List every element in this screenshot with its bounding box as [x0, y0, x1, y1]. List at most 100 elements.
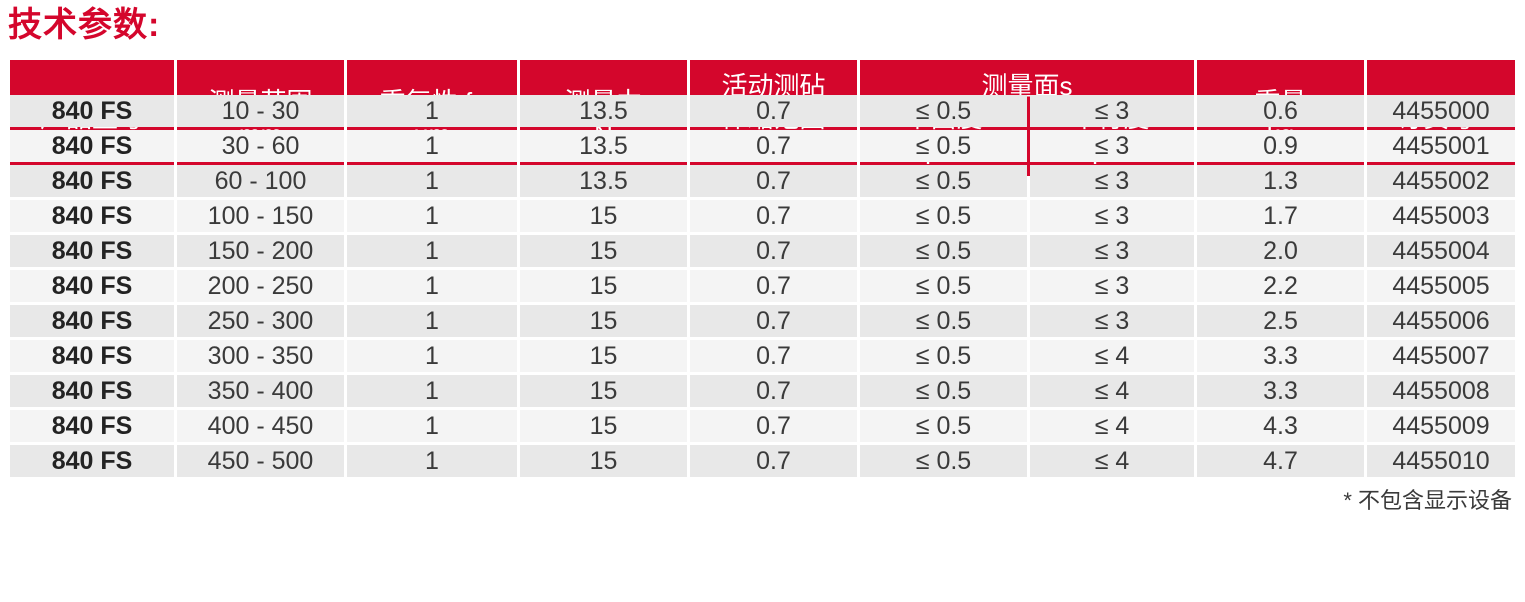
cell-measuring-force: 15 — [520, 445, 687, 477]
cell-flatness: ≤ 0.5 — [860, 340, 1027, 372]
cell-order-number: 4455001 — [1367, 130, 1515, 162]
cell-weight: 0.6 — [1197, 95, 1364, 127]
cell-weight: 4.3 — [1197, 410, 1364, 442]
cell-anvil-range: 0.7 — [690, 235, 857, 267]
cell-anvil-range: 0.7 — [690, 130, 857, 162]
cell-parallelism: ≤ 3 — [1030, 235, 1194, 267]
cell-product-model: 840 FS — [10, 340, 174, 372]
cell-measuring-force: 13.5 — [520, 95, 687, 127]
cell-measuring-force: 15 — [520, 410, 687, 442]
cell-product-model: 840 FS — [10, 165, 174, 197]
cell-measuring-force: 15 — [520, 200, 687, 232]
cell-product-model: 840 FS — [10, 95, 174, 127]
cell-repeatability: 1 — [347, 445, 517, 477]
cell-parallelism: ≤ 3 — [1030, 95, 1194, 127]
cell-measuring-range: 400 - 450 — [177, 410, 344, 442]
cell-measuring-force: 13.5 — [520, 165, 687, 197]
cell-product-model: 840 FS — [10, 130, 174, 162]
cell-order-number: 4455009 — [1367, 410, 1515, 442]
cell-parallelism: ≤ 3 — [1030, 270, 1194, 302]
cell-parallelism: ≤ 3 — [1030, 305, 1194, 337]
cell-repeatability: 1 — [347, 95, 517, 127]
cell-flatness: ≤ 0.5 — [860, 95, 1027, 127]
cell-anvil-range: 0.7 — [690, 200, 857, 232]
cell-product-model: 840 FS — [10, 270, 174, 302]
cell-weight: 3.3 — [1197, 340, 1364, 372]
cell-repeatability: 1 — [347, 200, 517, 232]
cell-flatness: ≤ 0.5 — [860, 445, 1027, 477]
cell-flatness: ≤ 0.5 — [860, 200, 1027, 232]
spec-table: 产品型号 测量范围 mm 重复性 fw μm 测量力 N 活动测砧 伸缩范围 m… — [10, 60, 1515, 477]
cell-measuring-range: 350 - 400 — [177, 375, 344, 407]
cell-product-model: 840 FS — [10, 235, 174, 267]
cell-measuring-range: 150 - 200 — [177, 235, 344, 267]
cell-repeatability: 1 — [347, 130, 517, 162]
cell-weight: 0.9 — [1197, 130, 1364, 162]
cell-anvil-range: 0.7 — [690, 375, 857, 407]
cell-product-model: 840 FS — [10, 305, 174, 337]
cell-anvil-range: 0.7 — [690, 270, 857, 302]
cell-weight: 2.5 — [1197, 305, 1364, 337]
cell-repeatability: 1 — [347, 235, 517, 267]
cell-product-model: 840 FS — [10, 375, 174, 407]
cell-repeatability: 1 — [347, 340, 517, 372]
cell-repeatability: 1 — [347, 375, 517, 407]
cell-measuring-force: 15 — [520, 375, 687, 407]
cell-order-number: 4455002 — [1367, 165, 1515, 197]
cell-order-number: 4455004 — [1367, 235, 1515, 267]
cell-anvil-range: 0.7 — [690, 165, 857, 197]
cell-flatness: ≤ 0.5 — [860, 375, 1027, 407]
cell-anvil-range: 0.7 — [690, 445, 857, 477]
cell-measuring-force: 15 — [520, 235, 687, 267]
cell-flatness: ≤ 0.5 — [860, 410, 1027, 442]
cell-measuring-range: 30 - 60 — [177, 130, 344, 162]
cell-order-number: 4455008 — [1367, 375, 1515, 407]
cell-flatness: ≤ 0.5 — [860, 270, 1027, 302]
cell-flatness: ≤ 0.5 — [860, 305, 1027, 337]
cell-anvil-range: 0.7 — [690, 95, 857, 127]
cell-product-model: 840 FS — [10, 445, 174, 477]
cell-parallelism: ≤ 3 — [1030, 130, 1194, 162]
cell-measuring-range: 200 - 250 — [177, 270, 344, 302]
cell-order-number: 4455005 — [1367, 270, 1515, 302]
cell-measuring-range: 100 - 150 — [177, 200, 344, 232]
cell-measuring-range: 250 - 300 — [177, 305, 344, 337]
footnote: * 不包含显示设备 — [1343, 488, 1512, 513]
cell-weight: 1.7 — [1197, 200, 1364, 232]
cell-repeatability: 1 — [347, 270, 517, 302]
cell-order-number: 4455000 — [1367, 95, 1515, 127]
cell-anvil-range: 0.7 — [690, 410, 857, 442]
cell-order-number: 4455007 — [1367, 340, 1515, 372]
cell-order-number: 4455003 — [1367, 200, 1515, 232]
cell-measuring-range: 450 - 500 — [177, 445, 344, 477]
cell-measuring-range: 300 - 350 — [177, 340, 344, 372]
cell-measuring-force: 13.5 — [520, 130, 687, 162]
cell-weight: 3.3 — [1197, 375, 1364, 407]
cell-anvil-range: 0.7 — [690, 305, 857, 337]
cell-parallelism: ≤ 4 — [1030, 445, 1194, 477]
cell-flatness: ≤ 0.5 — [860, 130, 1027, 162]
cell-weight: 2.2 — [1197, 270, 1364, 302]
cell-product-model: 840 FS — [10, 410, 174, 442]
cell-anvil-range: 0.7 — [690, 340, 857, 372]
page-title: 技术参数: — [8, 6, 161, 44]
cell-parallelism: ≤ 3 — [1030, 165, 1194, 197]
cell-parallelism: ≤ 4 — [1030, 375, 1194, 407]
cell-repeatability: 1 — [347, 165, 517, 197]
cell-weight: 1.3 — [1197, 165, 1364, 197]
cell-repeatability: 1 — [347, 305, 517, 337]
cell-repeatability: 1 — [347, 410, 517, 442]
cell-flatness: ≤ 0.5 — [860, 165, 1027, 197]
cell-parallelism: ≤ 4 — [1030, 410, 1194, 442]
cell-measuring-force: 15 — [520, 270, 687, 302]
cell-measuring-range: 10 - 30 — [177, 95, 344, 127]
cell-measuring-force: 15 — [520, 340, 687, 372]
cell-order-number: 4455010 — [1367, 445, 1515, 477]
cell-order-number: 4455006 — [1367, 305, 1515, 337]
cell-product-model: 840 FS — [10, 200, 174, 232]
cell-parallelism: ≤ 4 — [1030, 340, 1194, 372]
cell-flatness: ≤ 0.5 — [860, 235, 1027, 267]
cell-measuring-force: 15 — [520, 305, 687, 337]
cell-weight: 4.7 — [1197, 445, 1364, 477]
